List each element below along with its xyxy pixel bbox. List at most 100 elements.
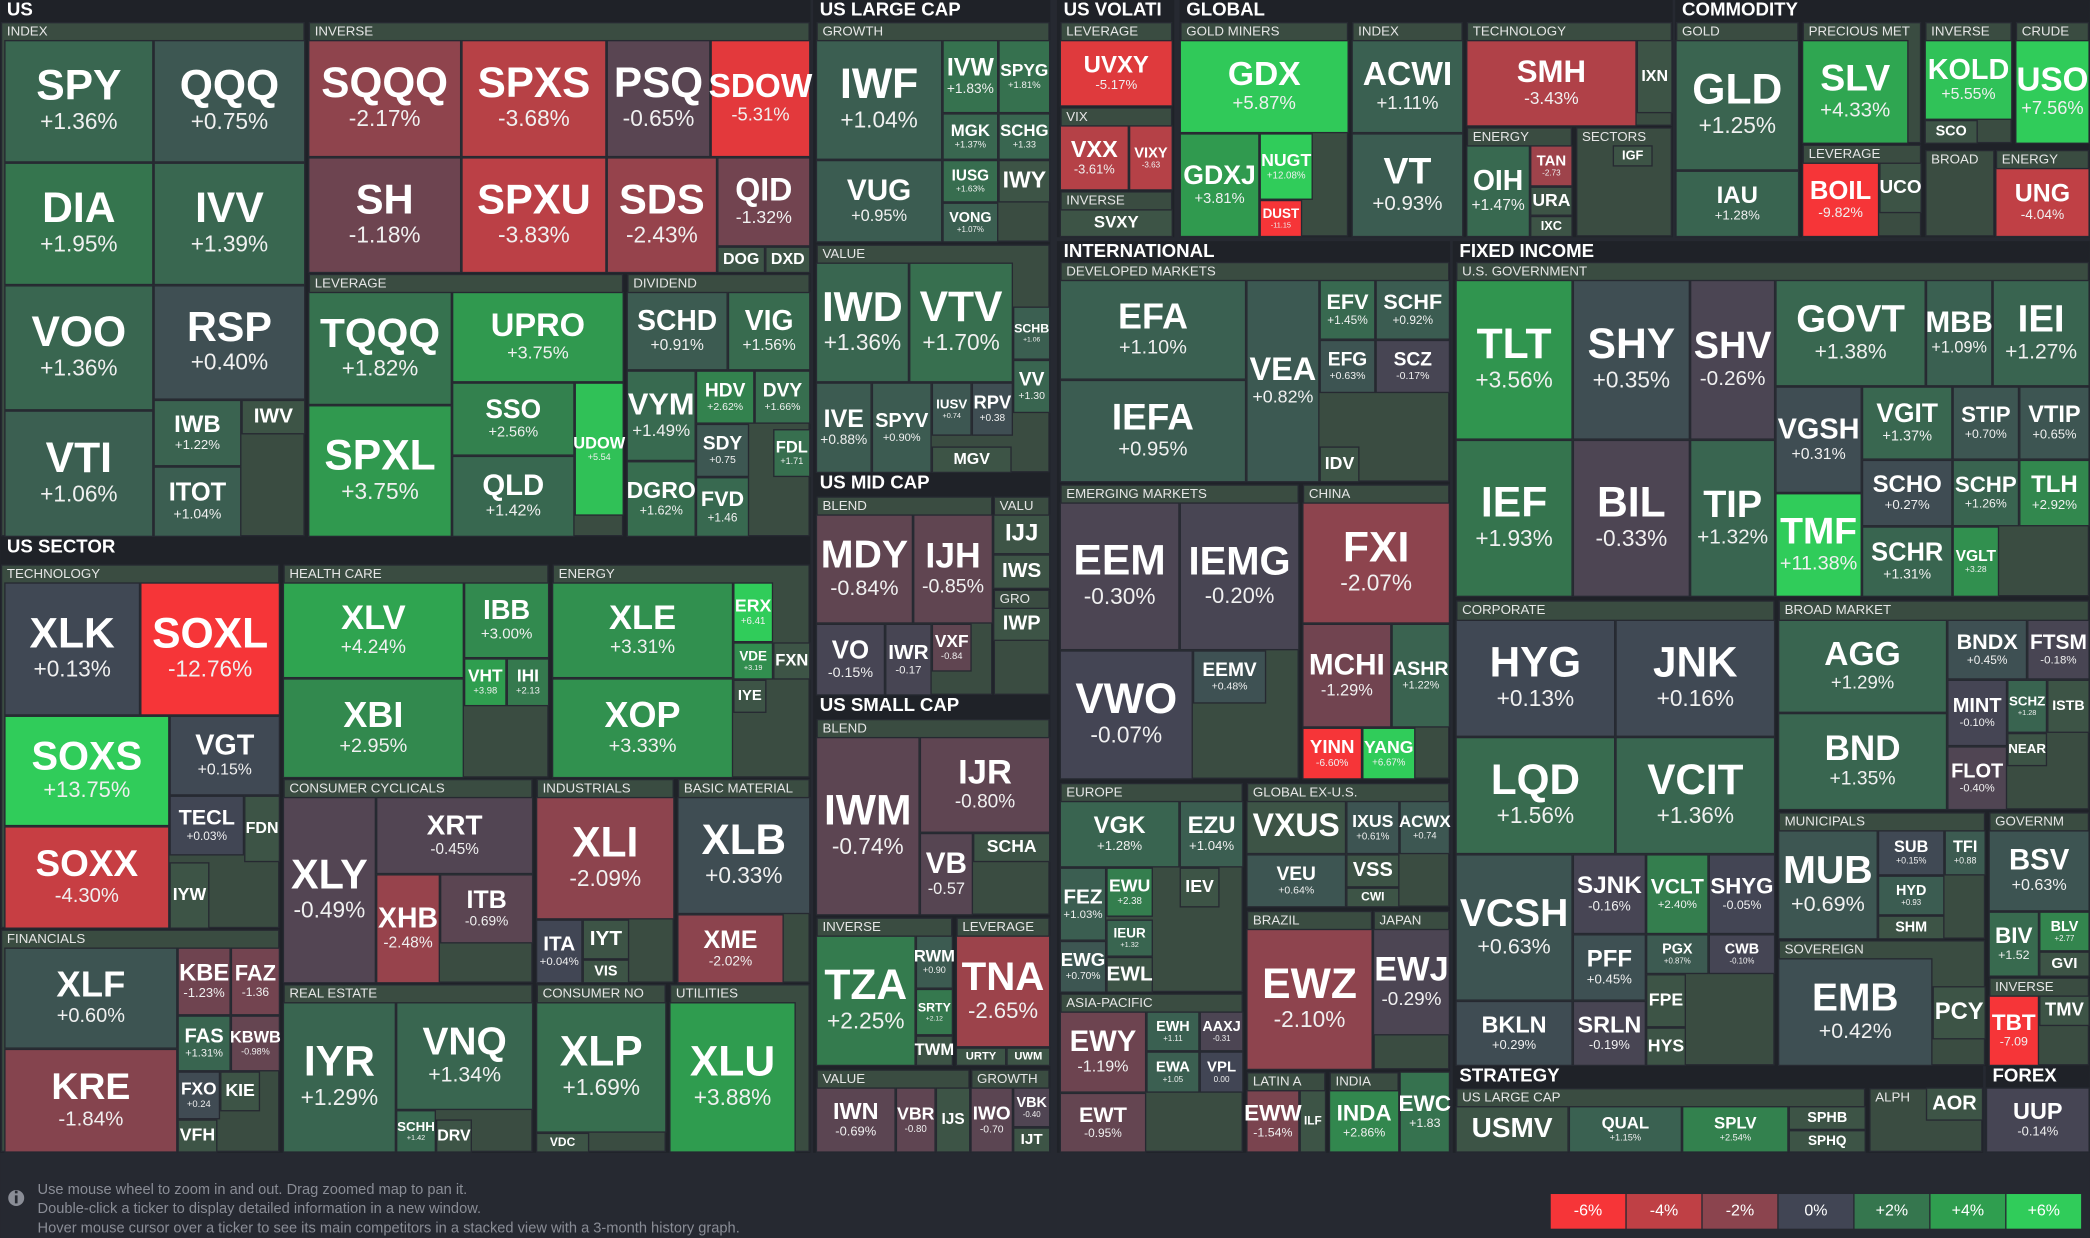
tile[interactable] [1259, 199, 1303, 238]
tile[interactable] [717, 246, 766, 274]
tile[interactable] [955, 935, 1051, 1048]
tile[interactable] [1988, 830, 2090, 912]
tile[interactable] [915, 988, 954, 1036]
tile[interactable] [1877, 830, 1945, 876]
tile[interactable] [1146, 1011, 1200, 1052]
tile[interactable] [1925, 1087, 1984, 1121]
tile[interactable] [717, 157, 811, 247]
tile[interactable] [1646, 934, 1709, 975]
tile[interactable] [915, 1035, 954, 1067]
tile[interactable] [1351, 39, 1464, 134]
tile[interactable] [606, 157, 718, 274]
tile[interactable] [1299, 1090, 1327, 1153]
tile[interactable] [1947, 746, 2008, 811]
tile[interactable] [1455, 439, 1573, 598]
tile[interactable] [1689, 279, 1776, 440]
tile[interactable] [677, 796, 811, 915]
tile[interactable] [970, 1087, 1014, 1153]
tile[interactable] [1179, 133, 1260, 238]
tile[interactable] [2019, 459, 2090, 527]
tile[interactable] [177, 1015, 231, 1072]
tile[interactable] [308, 157, 462, 274]
tile[interactable] [282, 582, 464, 679]
tile[interactable] [1455, 1000, 1573, 1067]
tile[interactable] [396, 1002, 534, 1111]
tile[interactable] [973, 832, 1051, 863]
tile[interactable] [1646, 854, 1709, 935]
tile[interactable] [308, 291, 452, 406]
tile[interactable] [815, 382, 872, 474]
tile[interactable] [177, 947, 231, 1016]
tile[interactable] [1775, 386, 1862, 494]
tile[interactable] [931, 623, 972, 672]
tile[interactable] [1259, 133, 1313, 200]
tile[interactable] [153, 162, 306, 286]
tile[interactable] [1646, 974, 1686, 1028]
tile[interactable] [308, 39, 462, 158]
tile[interactable] [1530, 215, 1573, 238]
tile[interactable] [1319, 446, 1360, 483]
tile[interactable] [376, 874, 440, 984]
tile[interactable] [971, 382, 1014, 436]
tile[interactable] [1192, 650, 1267, 704]
tile[interactable] [1351, 133, 1464, 238]
tile[interactable] [1466, 145, 1531, 238]
tile[interactable] [551, 678, 734, 779]
tile[interactable] [2007, 732, 2048, 767]
tile[interactable] [463, 658, 507, 707]
tile[interactable] [1455, 619, 1616, 737]
tile[interactable] [942, 113, 999, 160]
tile[interactable] [1302, 502, 1451, 624]
tile[interactable] [1362, 727, 1416, 780]
tile[interactable] [765, 246, 811, 274]
tile[interactable] [1059, 1011, 1147, 1093]
tile[interactable] [1346, 854, 1400, 888]
tile[interactable] [1572, 854, 1647, 935]
tile[interactable] [4, 39, 154, 163]
tile[interactable] [551, 582, 734, 679]
tile[interactable] [1572, 279, 1690, 440]
tile[interactable] [998, 39, 1051, 114]
tile[interactable] [1179, 800, 1244, 868]
tile[interactable] [1059, 940, 1107, 993]
tile[interactable] [935, 1087, 971, 1153]
tile[interactable] [1106, 919, 1153, 957]
tile[interactable] [2039, 995, 2090, 1027]
tile[interactable] [451, 455, 575, 538]
tile[interactable] [1689, 439, 1776, 598]
tile[interactable] [942, 202, 999, 243]
tile[interactable] [1861, 526, 1953, 598]
tile[interactable] [169, 862, 210, 929]
tile[interactable] [754, 370, 811, 424]
tile[interactable] [1391, 623, 1451, 728]
tile[interactable] [815, 736, 920, 916]
tile[interactable] [153, 466, 242, 538]
tile[interactable] [1179, 502, 1300, 651]
tile[interactable] [1399, 800, 1451, 855]
tile[interactable] [773, 642, 811, 680]
tile[interactable] [626, 370, 696, 462]
tile[interactable] [1059, 39, 1173, 107]
tile[interactable] [376, 796, 534, 875]
tile[interactable] [4, 826, 170, 929]
tile[interactable] [1777, 619, 1948, 713]
tile[interactable] [895, 1087, 936, 1153]
tile[interactable] [909, 262, 1014, 383]
tile[interactable] [942, 39, 999, 114]
tile[interactable] [2015, 39, 2090, 144]
tile[interactable] [230, 947, 281, 1016]
tile[interactable] [1013, 1087, 1051, 1128]
tile[interactable] [1059, 800, 1180, 868]
tile[interactable] [1128, 125, 1173, 191]
tile[interactable] [1988, 911, 2040, 977]
tile[interactable] [1572, 1000, 1647, 1067]
tile[interactable] [1675, 170, 1800, 238]
tile[interactable] [1879, 162, 1922, 214]
tile[interactable] [913, 514, 994, 624]
tile[interactable] [535, 1002, 667, 1133]
tile[interactable] [1059, 125, 1129, 191]
tile[interactable] [153, 39, 306, 163]
tile[interactable] [1372, 928, 1451, 1036]
tile[interactable] [1246, 928, 1373, 1071]
tile[interactable] [815, 159, 943, 243]
